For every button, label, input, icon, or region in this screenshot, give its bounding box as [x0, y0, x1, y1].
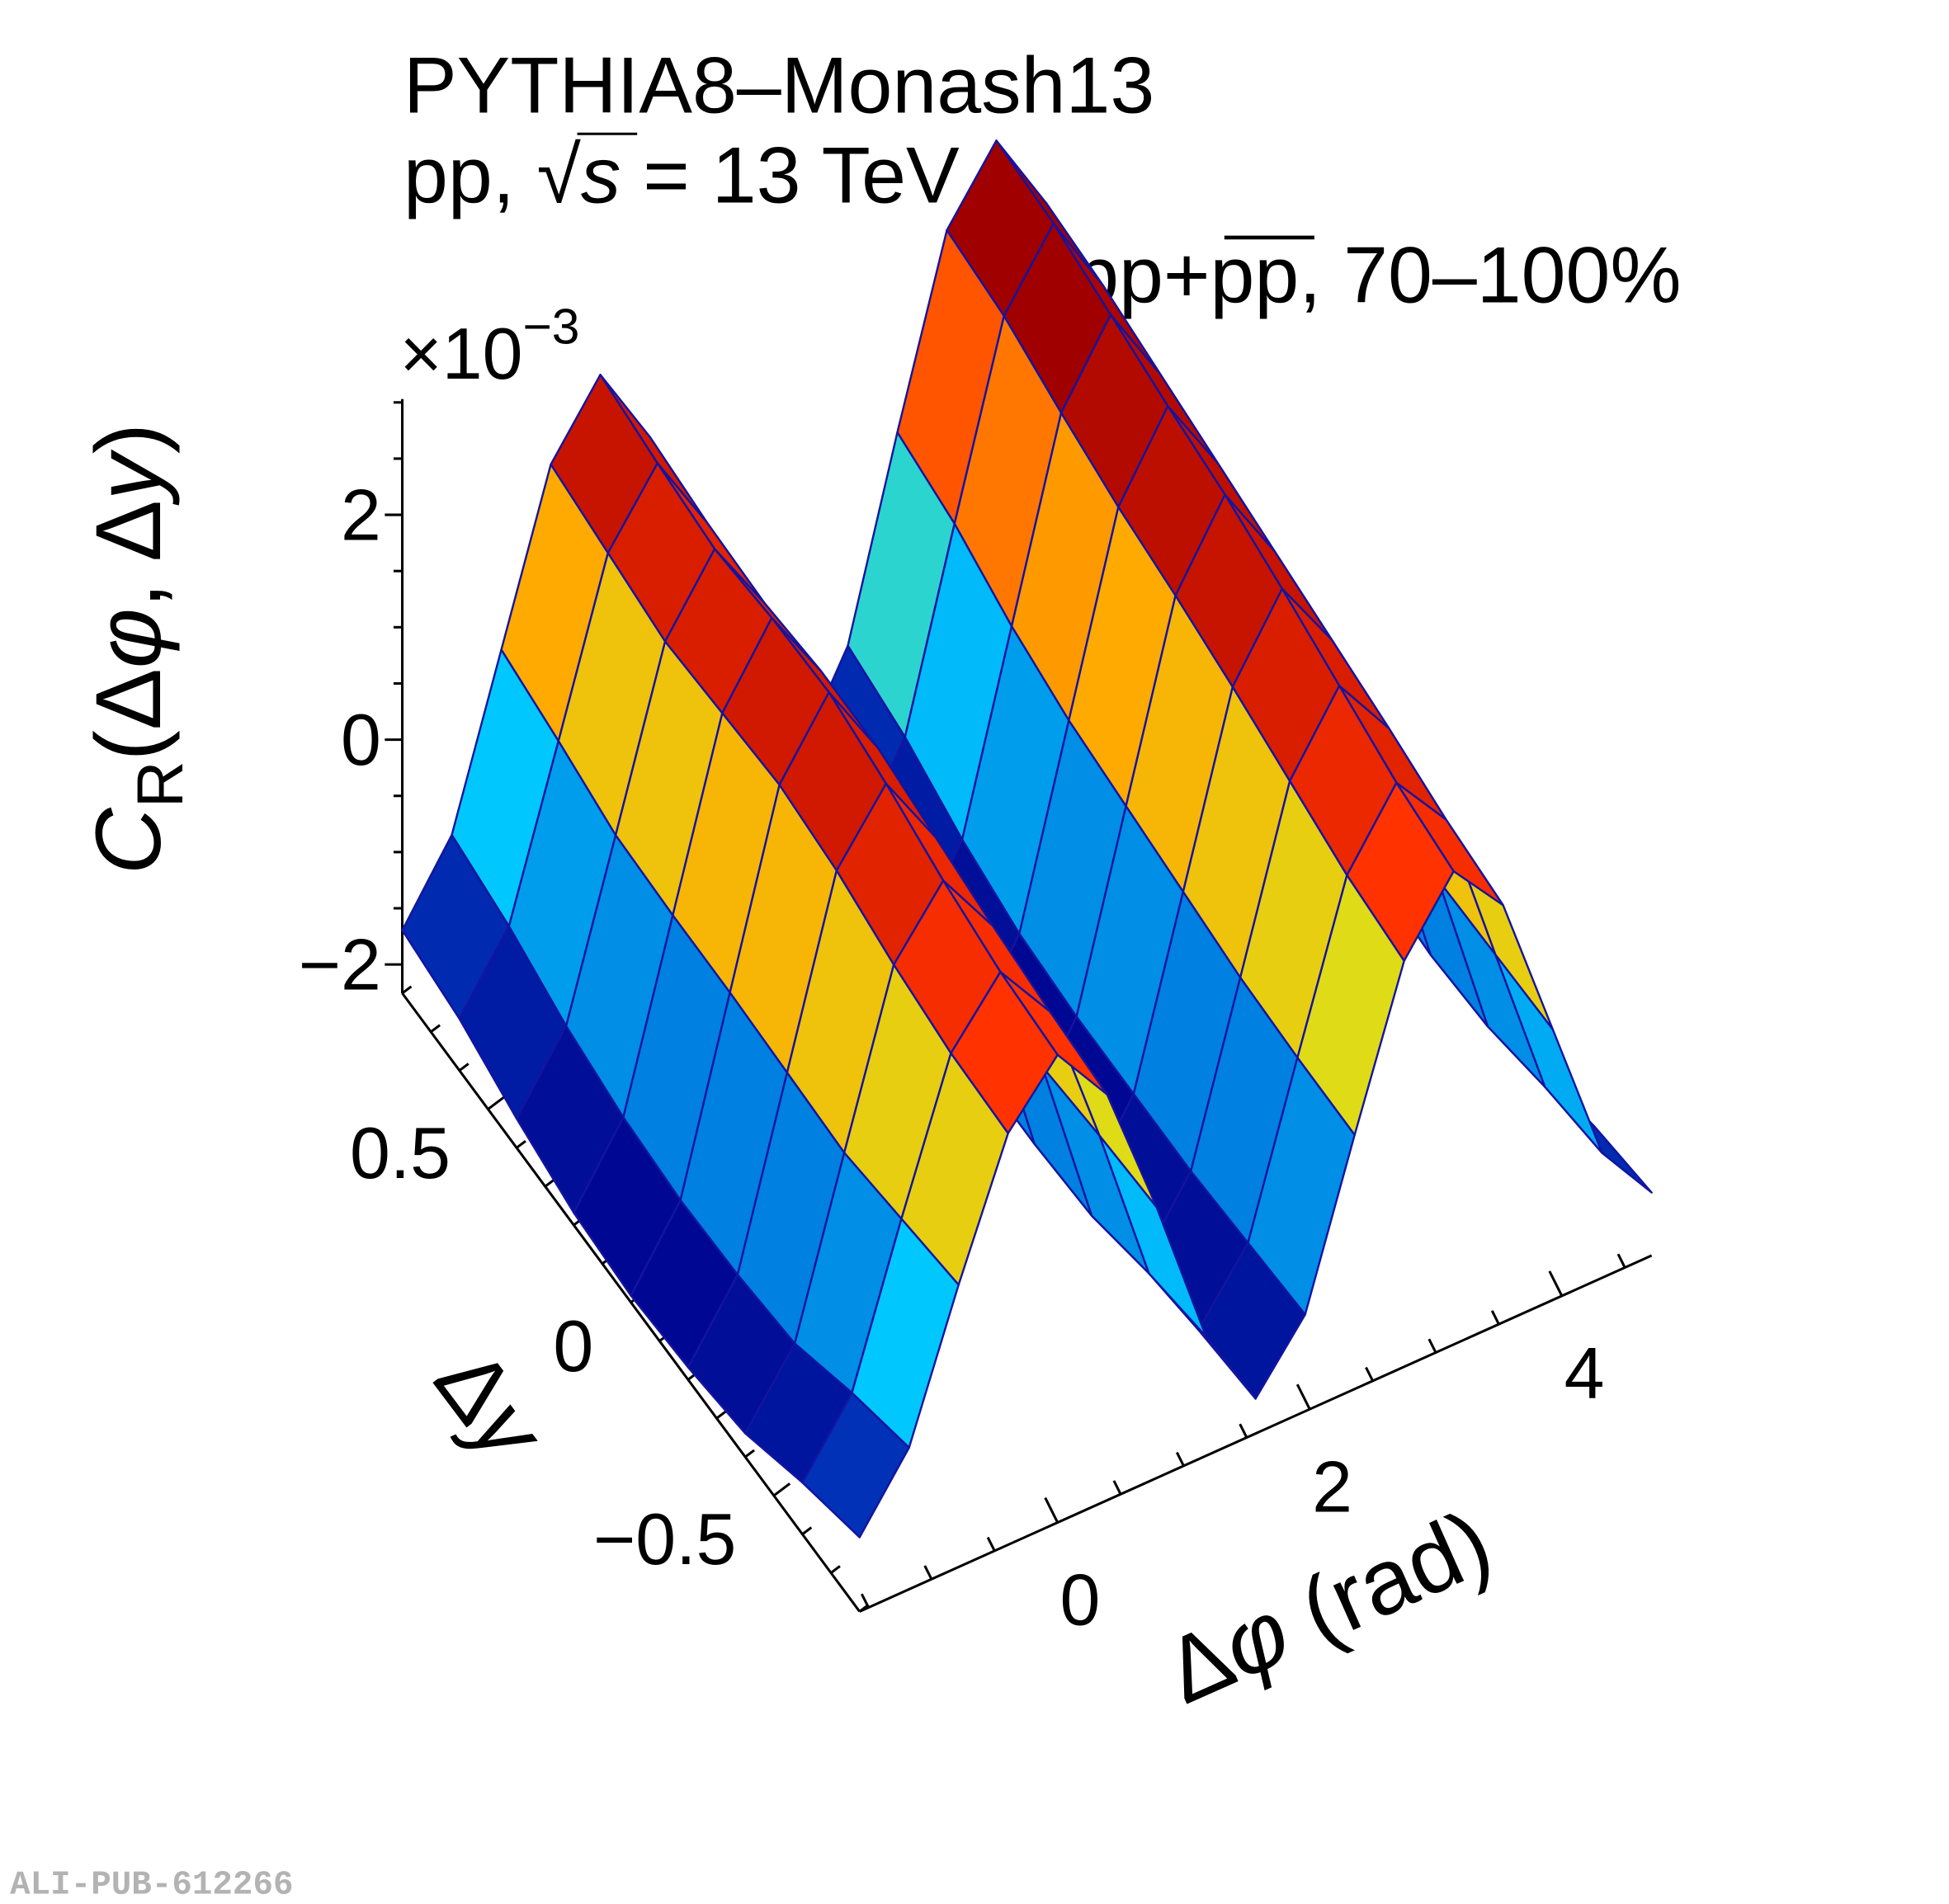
x-major-tick [1295, 1383, 1311, 1410]
x-minor-tick [1365, 1366, 1374, 1382]
y-minor-tick [744, 1449, 755, 1459]
y-tick-label: 0.5 [350, 1113, 451, 1194]
y-major-tick [772, 1482, 791, 1497]
z-tick-label: 0 [341, 700, 381, 780]
watermark: ALI-PUB-612266 [10, 1867, 293, 1904]
x-tick-label: 0 [1060, 1560, 1101, 1641]
y-minor-tick [830, 1565, 841, 1574]
z-multiplier-exponent: −3 [522, 299, 579, 355]
title-energy: pp, √s = 13 TeV [403, 130, 960, 220]
y-major-tick [487, 1096, 505, 1110]
x-minor-tick [860, 1593, 870, 1609]
y-tick-label: −0.5 [593, 1499, 736, 1580]
x-minor-tick [1175, 1451, 1185, 1467]
x-tick-label: 4 [1564, 1333, 1605, 1414]
surface-cell [801, 1392, 910, 1539]
x-minor-tick [923, 1565, 933, 1580]
x-minor-tick [986, 1536, 996, 1552]
x-minor-tick [1616, 1253, 1626, 1269]
z-multiplier: ×10−3 [400, 299, 580, 394]
title-generator: PYTHIA8–Monash13 [403, 40, 1154, 130]
y-minor-tick [458, 1063, 470, 1072]
y-minor-tick [430, 1024, 441, 1034]
y-minor-tick [401, 985, 413, 995]
x-minor-tick [1490, 1310, 1500, 1325]
y-minor-tick [801, 1526, 813, 1535]
y-minor-tick [516, 1139, 526, 1149]
x-tick-label: 2 [1312, 1446, 1352, 1527]
x-minor-tick [1239, 1423, 1248, 1439]
selection-label: pp+pp, 70–100% [1074, 230, 1681, 320]
y-tick-label: 0 [553, 1306, 593, 1387]
y-axis-line [401, 992, 861, 1613]
title-energy-value: = 13 TeV [621, 130, 960, 220]
tick-labels: 2 0 −2 0.5 0 −0.5 0 2 4 [299, 474, 1605, 1640]
x-major-tick [1548, 1270, 1564, 1297]
antiproton-label: pp [1210, 230, 1299, 320]
z-axis-title: CR(Δφ, Δy) [77, 423, 196, 874]
y-axis-title: Δy [415, 1331, 565, 1483]
x-minor-tick [1428, 1338, 1437, 1354]
sqrt-symbol: √ [537, 130, 582, 220]
z-tick-label: 2 [341, 474, 381, 555]
axes [385, 398, 1653, 1613]
y-minor-tick [715, 1410, 727, 1420]
y-minor-tick [544, 1178, 555, 1188]
surface [401, 139, 1653, 1539]
z-tick-label: −2 [299, 924, 381, 1005]
title-pp: pp, [403, 130, 537, 220]
title-s: s [581, 130, 621, 220]
x-major-tick [1044, 1496, 1059, 1524]
x-minor-tick [1112, 1480, 1122, 1495]
x-axis-line [859, 1254, 1653, 1613]
surface-cell [1494, 953, 1603, 1154]
